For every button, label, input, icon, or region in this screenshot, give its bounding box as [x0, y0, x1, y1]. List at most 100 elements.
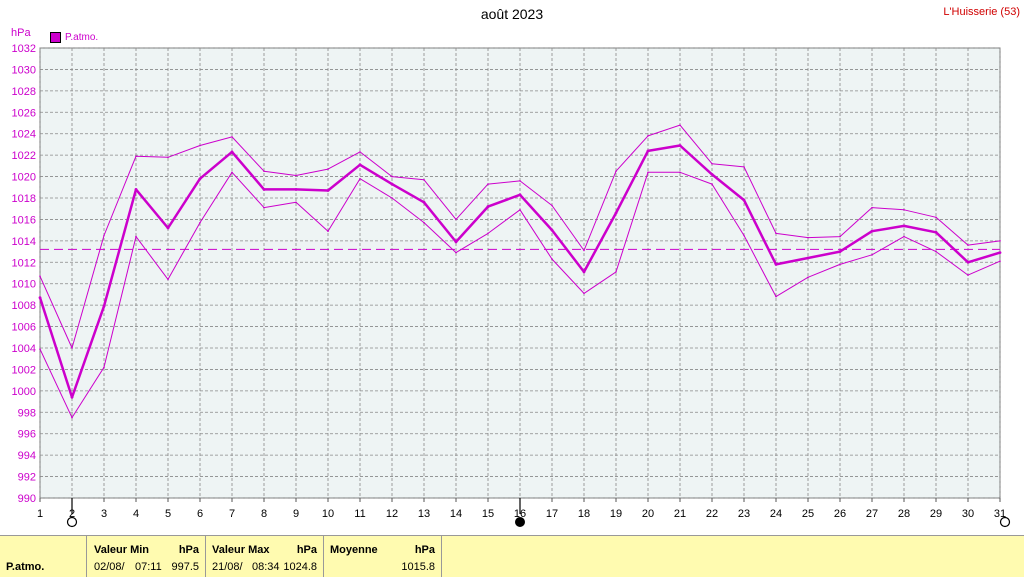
data-point-min: [423, 221, 425, 224]
data-point-min: [455, 251, 457, 254]
data-point-max: [871, 206, 873, 209]
data-point-mean: [486, 205, 490, 208]
data-point-mean: [614, 211, 618, 215]
data-point-min: [167, 278, 169, 281]
data-point-mean: [966, 260, 970, 264]
data-point-min: [775, 295, 777, 298]
x-tick-label: 11: [354, 508, 365, 520]
stats-avg-value: 1015.8: [401, 561, 435, 573]
legend-label: P.atmo.: [65, 32, 99, 43]
stats-min-value: 997.5: [171, 561, 199, 573]
chart-title: août 2023: [480, 6, 544, 22]
data-point-min: [199, 221, 201, 224]
x-tick-label: 1: [37, 508, 43, 520]
x-tick-label: 19: [610, 508, 622, 520]
x-tick-label: 17: [546, 508, 558, 520]
data-point-max: [359, 151, 361, 153]
stats-max-header: Valeur Max: [212, 544, 270, 556]
data-point-min: [359, 177, 361, 180]
x-tick-label: 24: [770, 508, 782, 520]
x-tick-label: 29: [930, 508, 942, 520]
data-point-max: [679, 124, 681, 126]
y-tick-label: 992: [18, 472, 36, 484]
stats-max-value: 1024.8: [283, 561, 317, 573]
data-point-mean: [166, 226, 170, 230]
data-point-mean: [902, 224, 906, 228]
y-tick-label: 1000: [12, 386, 36, 398]
x-tick-label: 18: [578, 508, 590, 520]
stats-max-cell: Valeur Max hPa 21/08/ 08:34 1024.8: [206, 536, 324, 577]
data-point-mean: [70, 395, 74, 399]
data-point-min: [935, 250, 937, 253]
data-point-max: [743, 166, 745, 168]
data-point-min: [487, 232, 489, 235]
data-point-min: [103, 366, 105, 369]
data-point-min: [711, 183, 713, 185]
stats-min-header: Valeur Min: [94, 544, 150, 556]
y-tick-label: 1006: [12, 322, 36, 334]
data-point-mean: [838, 250, 842, 253]
data-point-mean: [742, 198, 746, 202]
data-point-max: [519, 180, 521, 182]
y-tick-label: 1014: [12, 236, 36, 248]
data-point-min: [295, 201, 297, 204]
data-point-mean: [550, 228, 554, 232]
data-point-max: [999, 240, 1001, 242]
data-point-mean: [710, 173, 714, 176]
x-tick-label: 5: [165, 508, 171, 520]
data-point-min: [839, 263, 841, 266]
legend: P.atmo.: [50, 32, 98, 43]
data-point-mean: [358, 163, 362, 167]
x-tick-label: 4: [133, 508, 139, 520]
y-tick-label: 1028: [12, 86, 36, 98]
data-point-mean: [774, 263, 778, 266]
y-tick-label: 1030: [12, 64, 36, 76]
data-point-min: [71, 416, 73, 419]
data-point-mean: [646, 149, 650, 153]
x-tick-label: 10: [322, 508, 334, 520]
data-point-max: [391, 175, 393, 178]
x-tick-label: 21: [674, 508, 686, 520]
data-point-min: [999, 260, 1001, 263]
data-point-max: [711, 162, 713, 165]
data-point-mean: [198, 177, 202, 181]
stats-row-label-cell: P.atmo.: [0, 536, 87, 577]
data-point-mean: [326, 189, 330, 192]
stats-max-date: 21/08/: [212, 561, 243, 573]
y-tick-label: 996: [18, 429, 36, 441]
x-tick-label: 22: [706, 508, 718, 520]
data-point-max: [935, 216, 937, 219]
data-point-mean: [998, 251, 1002, 255]
data-point-mean: [294, 188, 298, 191]
data-point-max: [967, 244, 969, 246]
stats-max-time: 08:34: [252, 561, 280, 573]
data-point-max: [487, 183, 489, 185]
x-tick-label: 31: [994, 508, 1006, 520]
data-point-min: [327, 230, 329, 233]
stats-max-unit: hPa: [296, 544, 317, 556]
x-tick-label: 30: [962, 508, 974, 520]
x-tick-label: 28: [898, 508, 910, 520]
x-tick-label: 27: [866, 508, 878, 520]
data-point-min: [39, 348, 41, 350]
data-point-max: [231, 136, 233, 138]
y-tick-label: 1016: [12, 214, 36, 226]
y-tick-label: 1008: [12, 300, 36, 312]
x-tick-label: 20: [642, 508, 654, 520]
data-point-max: [903, 208, 905, 211]
x-tick-label: 15: [482, 508, 494, 520]
data-point-max: [135, 155, 137, 158]
x-tick-label: 9: [293, 508, 299, 520]
y-tick-label: 1022: [12, 150, 36, 162]
x-tick-label: 25: [802, 508, 814, 520]
data-point-max: [647, 135, 649, 137]
stats-avg-unit: hPa: [414, 544, 435, 556]
data-point-mean: [806, 256, 810, 260]
data-point-min: [615, 271, 617, 273]
data-point-min: [647, 171, 649, 174]
data-point-min: [583, 292, 585, 295]
full-moon-icon: [999, 516, 1011, 528]
data-point-max: [263, 170, 265, 173]
data-point-max: [167, 156, 169, 159]
station-name: L'Huisserie (53): [943, 6, 1020, 18]
